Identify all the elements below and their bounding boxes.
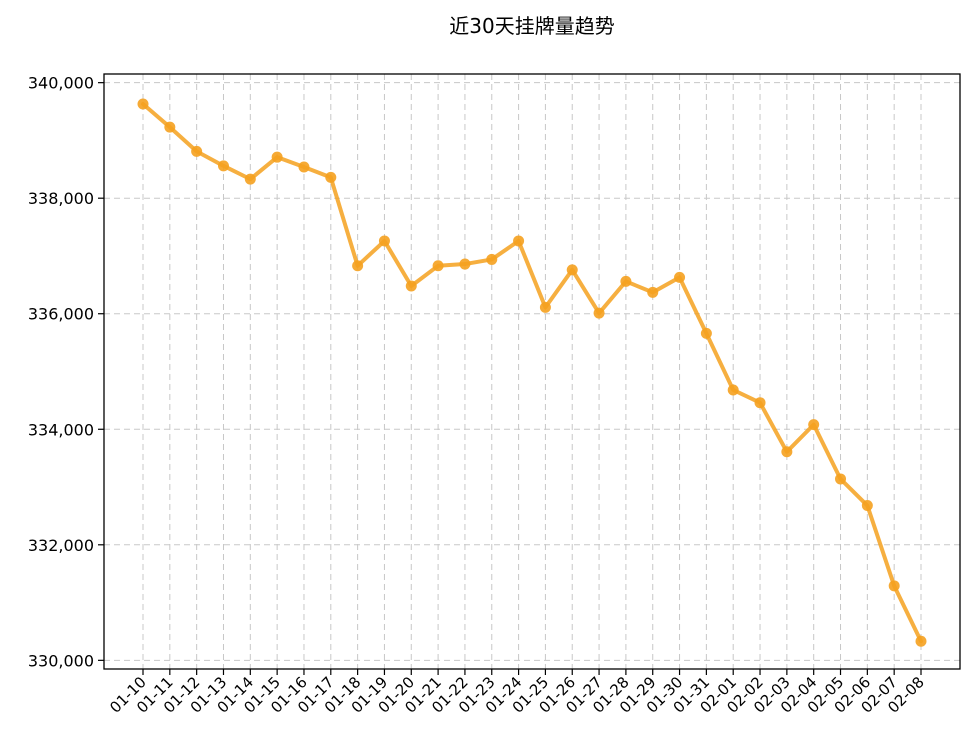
data-point [539, 301, 551, 313]
data-point [271, 151, 283, 163]
y-tick-label: 340,000 [28, 74, 94, 93]
data-point [352, 260, 364, 272]
data-point [808, 419, 820, 431]
data-point [217, 160, 229, 172]
data-point [164, 121, 176, 133]
data-point [620, 275, 632, 287]
chart-title: 近30天挂牌量趋势 [449, 14, 614, 38]
data-point [486, 253, 498, 265]
data-point [593, 307, 605, 319]
y-tick-label: 334,000 [28, 420, 94, 439]
data-point [754, 397, 766, 409]
data-point [191, 145, 203, 157]
series-layer [137, 98, 927, 647]
data-point [298, 161, 310, 173]
data-point [861, 500, 873, 512]
y-axis: 330,000 332,000 334,000 336,000 338,000 340,0… [28, 74, 104, 670]
data-point [727, 384, 739, 396]
data-point [513, 235, 525, 247]
data-point [566, 264, 578, 276]
x-axis: 01-1001-1101-1201-1301-1401-1501-1601-17… [106, 669, 928, 717]
y-tick-label: 330,000 [28, 651, 94, 670]
data-point [137, 98, 149, 110]
data-point [432, 260, 444, 272]
data-point [835, 473, 847, 485]
data-point [244, 173, 256, 185]
data-point [378, 235, 390, 247]
data-point [888, 580, 900, 592]
y-tick-label: 336,000 [28, 305, 94, 324]
y-tick-label: 332,000 [28, 536, 94, 555]
data-point [405, 280, 417, 292]
grid-layer [104, 74, 960, 669]
data-point [781, 446, 793, 458]
y-tick-label: 338,000 [28, 189, 94, 208]
series-line [141, 102, 923, 644]
data-point [674, 271, 686, 283]
data-point [700, 327, 712, 339]
data-point [325, 171, 337, 183]
data-point [915, 635, 927, 647]
data-point [647, 286, 659, 298]
data-point [459, 258, 471, 270]
plot-area-frame [103, 73, 961, 670]
